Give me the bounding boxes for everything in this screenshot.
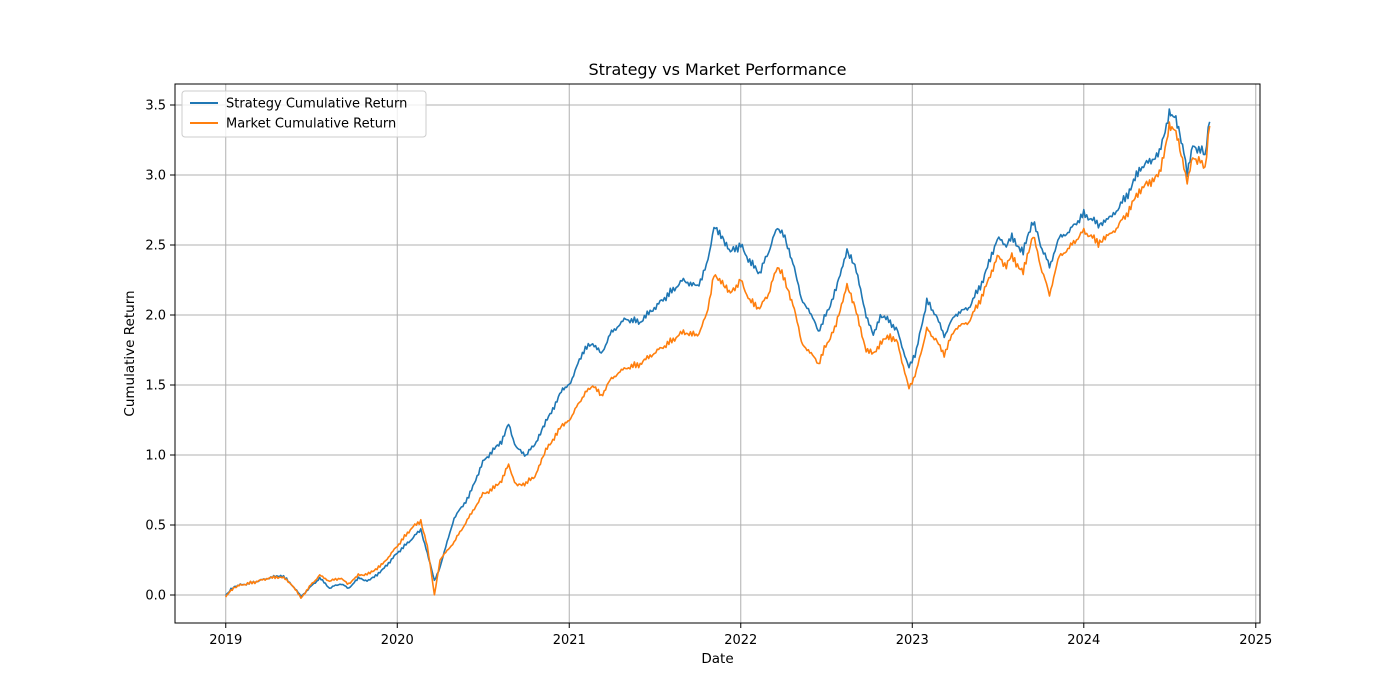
y-tick-label: 3.0 xyxy=(145,169,166,184)
x-tick-label: 2022 xyxy=(724,633,757,648)
legend: Strategy Cumulative Return Market Cumula… xyxy=(181,90,427,138)
grid-lines xyxy=(175,84,1260,623)
x-axis-title: Date xyxy=(701,651,733,667)
y-tick-label: 0.5 xyxy=(145,519,166,534)
y-tick-label: 3.5 xyxy=(145,99,166,114)
x-tick-label: 2020 xyxy=(381,633,414,648)
series-lines xyxy=(225,108,1211,599)
x-tick-label: 2023 xyxy=(896,633,929,648)
y-tick-label: 0.0 xyxy=(145,589,166,604)
x-tick-label: 2024 xyxy=(1067,633,1100,648)
x-tick-label: 2019 xyxy=(209,633,242,648)
y-tick-label: 2.0 xyxy=(145,309,166,324)
series-line-market xyxy=(225,121,1211,599)
x-tick-label: 2025 xyxy=(1239,633,1272,648)
x-tick-label: 2021 xyxy=(553,633,586,648)
y-tick-label: 1.5 xyxy=(145,379,166,394)
legend-box xyxy=(181,90,427,138)
y-tick-label: 2.5 xyxy=(145,239,166,254)
plot-frame xyxy=(174,83,1261,624)
y-tick-label: 1.0 xyxy=(145,449,166,464)
legend-label-market: Market Cumulative Return xyxy=(226,117,396,132)
chart-title: Strategy vs Market Performance xyxy=(588,60,846,79)
y-axis-ticks: 0.0 0.5 1.0 1.5 2.0 2.5 3.0 3.5 xyxy=(145,99,175,604)
x-axis-ticks: 2019 2020 2021 2022 2023 2024 2025 xyxy=(209,623,1272,648)
series-line-strategy xyxy=(225,108,1211,598)
legend-label-strategy: Strategy Cumulative Return xyxy=(226,97,407,112)
y-axis-title: Cumulative Return xyxy=(122,290,138,416)
